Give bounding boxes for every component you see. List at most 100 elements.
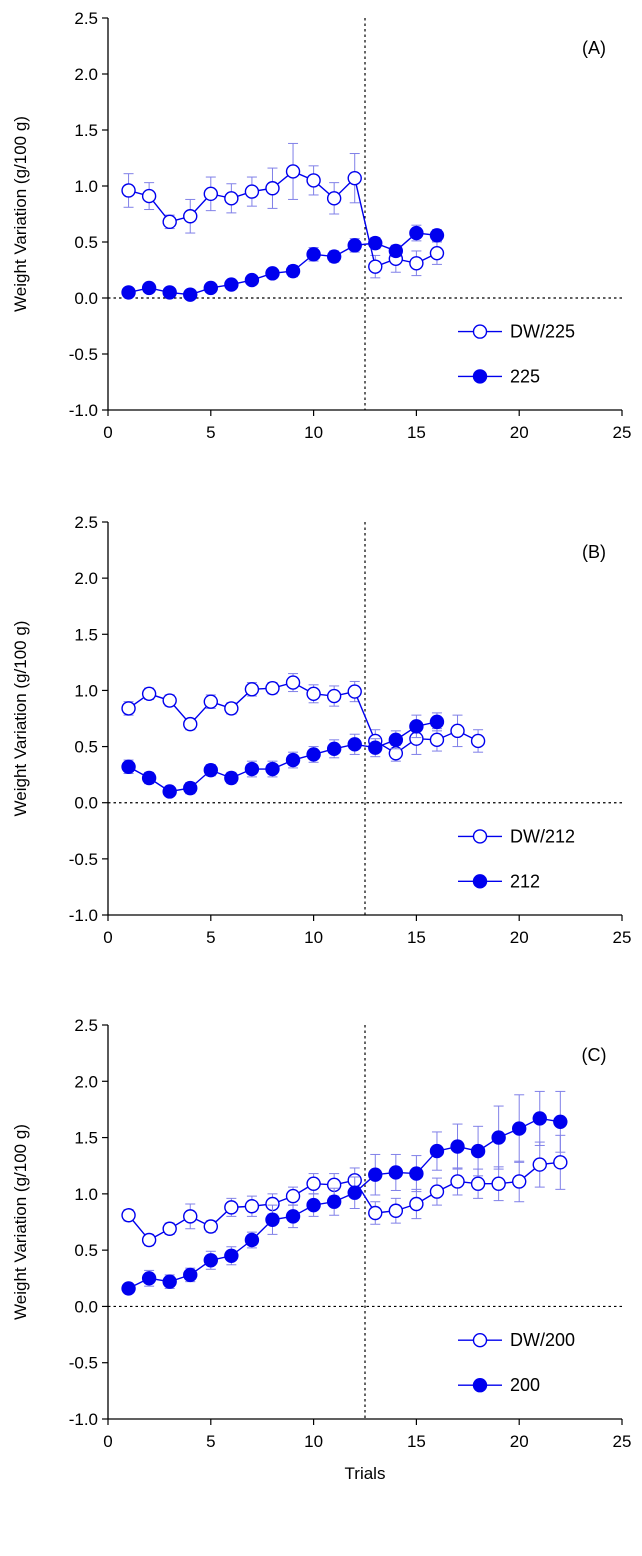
data-point	[285, 1188, 301, 1204]
legend-marker	[472, 874, 488, 889]
data-point	[326, 688, 342, 704]
data-point	[429, 1143, 445, 1159]
panel-label: (B)	[582, 542, 606, 562]
y-tick-label: -1.0	[69, 401, 98, 420]
data-point	[347, 238, 362, 253]
y-tick-label: 0.0	[74, 289, 98, 308]
y-axis-title: Weight Variation (g/100 g)	[11, 116, 30, 312]
data-point	[388, 1203, 404, 1218]
data-point	[470, 1143, 486, 1159]
y-tick-label: -1.0	[69, 906, 98, 925]
data-point	[121, 183, 136, 198]
y-axis-title: Weight Variation (g/100 g)	[11, 621, 30, 817]
data-point	[429, 245, 445, 261]
y-tick-label: 0.5	[74, 1241, 98, 1260]
y-tick-label: 0.0	[74, 794, 98, 813]
data-point	[326, 249, 342, 264]
y-axis-title: Weight Variation (g/100 g)	[11, 1124, 30, 1320]
data-point	[306, 247, 321, 262]
legend-label: 200	[510, 1375, 540, 1395]
legend-marker	[472, 829, 488, 844]
data-point	[429, 732, 445, 748]
data-point	[224, 701, 239, 716]
data-point	[121, 759, 136, 774]
legend-label: 225	[510, 366, 540, 386]
x-tick-label: 20	[510, 1432, 529, 1451]
y-tick-label: 1.5	[74, 121, 98, 140]
y-tick-label: 2.5	[74, 9, 98, 28]
y-tick-label: 2.5	[74, 1016, 98, 1035]
series-1	[121, 224, 445, 302]
legend-label: 212	[510, 871, 540, 891]
data-point	[224, 1248, 239, 1263]
data-point	[326, 1194, 342, 1209]
data-point	[162, 285, 177, 300]
y-tick-label: 2.0	[74, 65, 98, 84]
data-point	[224, 191, 239, 206]
y-tick-label: -0.5	[69, 1354, 98, 1373]
data-point	[183, 1267, 198, 1283]
data-point	[368, 1167, 383, 1182]
data-point	[203, 280, 219, 296]
data-point	[203, 186, 219, 202]
y-tick-label: 2.0	[74, 569, 98, 588]
series-line	[128, 170, 438, 268]
x-tick-label: 0	[103, 423, 112, 442]
data-point	[121, 285, 136, 300]
data-point	[203, 1253, 219, 1268]
y-tick-label: 0.0	[74, 1297, 98, 1316]
panel-label: (A)	[582, 38, 606, 58]
y-tick-label: -0.5	[69, 850, 98, 869]
x-tick-label: 15	[407, 928, 426, 947]
data-point	[224, 1200, 239, 1215]
series-1	[121, 1090, 568, 1296]
series-0	[121, 673, 486, 762]
data-point	[368, 259, 383, 274]
x-tick-label: 10	[304, 1432, 323, 1451]
data-point	[450, 723, 465, 739]
data-point	[285, 675, 301, 690]
x-tick-label: 10	[304, 423, 323, 442]
data-point	[306, 1176, 321, 1191]
data-point	[306, 747, 321, 762]
data-point	[512, 1121, 527, 1136]
data-point	[532, 1157, 547, 1172]
x-tick-label: 20	[510, 423, 529, 442]
data-point	[429, 228, 445, 243]
x-tick-label: 15	[407, 423, 426, 442]
x-tick-label: 25	[613, 1432, 632, 1451]
data-point	[306, 173, 321, 188]
data-point	[162, 214, 177, 230]
y-tick-label: 1.0	[74, 1185, 98, 1204]
data-point	[409, 719, 424, 734]
data-point	[265, 1212, 280, 1227]
data-point	[121, 701, 136, 716]
data-point	[368, 1205, 383, 1221]
data-point	[183, 716, 198, 732]
series-0	[121, 142, 445, 279]
y-tick-label: -1.0	[69, 1410, 98, 1429]
data-point	[265, 181, 280, 196]
data-point	[409, 1196, 424, 1212]
data-point	[347, 684, 362, 699]
x-tick-label: 15	[407, 1432, 426, 1451]
panel-b: -1.0 -0.5 0.0 0.5 1.0 1.5 2.0 2.5 0 5 10 15 20 25 Weig…	[11, 513, 631, 947]
data-point	[285, 164, 301, 179]
y-tick-label: 1.0	[74, 177, 98, 196]
data-point	[368, 740, 383, 755]
legend-label: DW/200	[510, 1330, 575, 1350]
data-point	[162, 1274, 177, 1289]
data-point	[470, 1176, 486, 1191]
data-point	[553, 1155, 568, 1170]
legend-marker	[472, 1332, 488, 1348]
data-point	[347, 1185, 362, 1200]
x-tick-label: 25	[613, 423, 632, 442]
legend-label: DW/212	[510, 826, 575, 846]
data-point	[388, 732, 404, 748]
y-tick-label: 2.5	[74, 513, 98, 532]
data-point	[491, 1130, 506, 1145]
data-point	[224, 277, 239, 292]
x-tick-label: 25	[613, 928, 632, 947]
legend-label: DW/225	[510, 322, 575, 342]
